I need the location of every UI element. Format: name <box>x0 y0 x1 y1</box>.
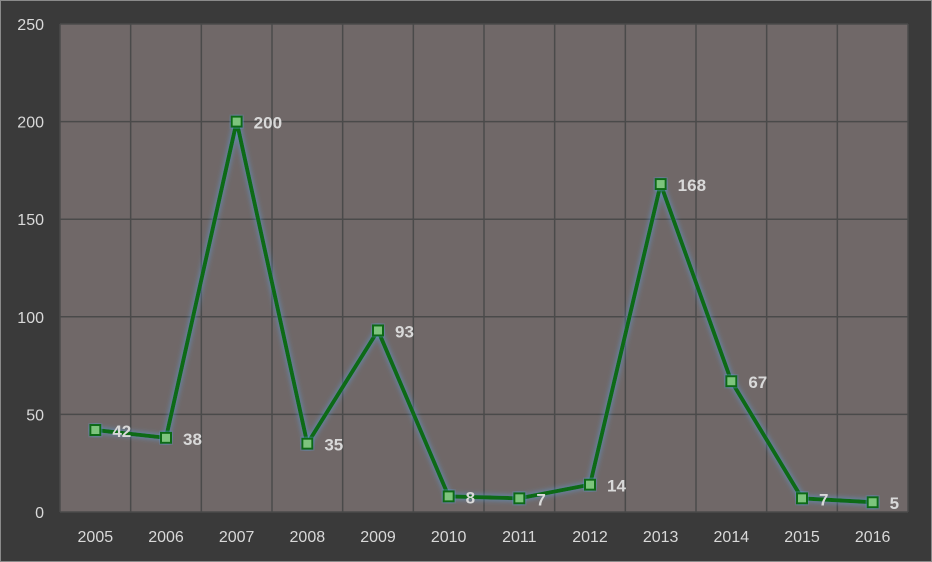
data-label: 5 <box>890 494 899 513</box>
data-point-marker <box>230 115 243 128</box>
data-point-marker <box>513 492 526 505</box>
x-tick-label: 2015 <box>784 529 820 546</box>
grid-lines <box>59 23 909 513</box>
x-tick-label: 2009 <box>360 529 396 546</box>
data-point-marker <box>372 324 384 337</box>
data-point-marker <box>796 492 808 505</box>
x-tick-label: 2013 <box>643 529 679 546</box>
data-point-marker <box>301 437 314 450</box>
x-tick-label: 2007 <box>219 529 255 546</box>
data-point-marker <box>866 496 879 509</box>
series-layer <box>89 115 879 509</box>
y-tick-label: 250 <box>17 17 44 34</box>
y-tick-label: 100 <box>17 310 44 327</box>
x-tick-label: 2016 <box>855 529 891 546</box>
data-label: 93 <box>395 322 414 341</box>
y-axis-tick-labels: 0 50 100 150 200 250 <box>17 17 44 522</box>
data-label: 35 <box>324 436 343 455</box>
x-tick-label: 2008 <box>290 529 326 546</box>
y-tick-label: 0 <box>35 505 44 522</box>
data-point-marker <box>160 431 172 444</box>
data-label: 7 <box>536 490 545 509</box>
data-point-marker <box>442 490 455 503</box>
data-label: 38 <box>183 430 202 449</box>
data-labels: 42 38 200 35 93 8 7 14 168 67 7 5 <box>112 114 899 514</box>
x-axis-tick-labels: 2005 2006 2007 2008 2009 2010 2011 2012 2013 2014… <box>78 529 891 546</box>
data-label: 8 <box>466 488 475 507</box>
data-label: 14 <box>607 477 626 496</box>
x-tick-label: 2014 <box>714 529 750 546</box>
x-tick-label: 2010 <box>431 529 467 546</box>
data-point-marker <box>89 424 102 437</box>
x-tick-label: 2005 <box>78 529 114 546</box>
data-label: 42 <box>112 422 131 441</box>
x-tick-label: 2006 <box>148 529 184 546</box>
data-label: 200 <box>254 114 282 133</box>
data-label: 67 <box>748 373 767 392</box>
x-tick-label: 2012 <box>572 529 608 546</box>
data-label: 7 <box>819 490 828 509</box>
data-point-marker <box>584 478 596 491</box>
data-point-marker <box>654 178 667 191</box>
y-tick-label: 200 <box>17 115 44 132</box>
data-point-marker <box>725 375 738 388</box>
data-label: 168 <box>678 176 706 195</box>
x-tick-label: 2011 <box>502 529 537 546</box>
y-tick-label: 150 <box>17 212 44 229</box>
y-tick-label: 50 <box>26 407 44 424</box>
series-line <box>95 119 873 505</box>
